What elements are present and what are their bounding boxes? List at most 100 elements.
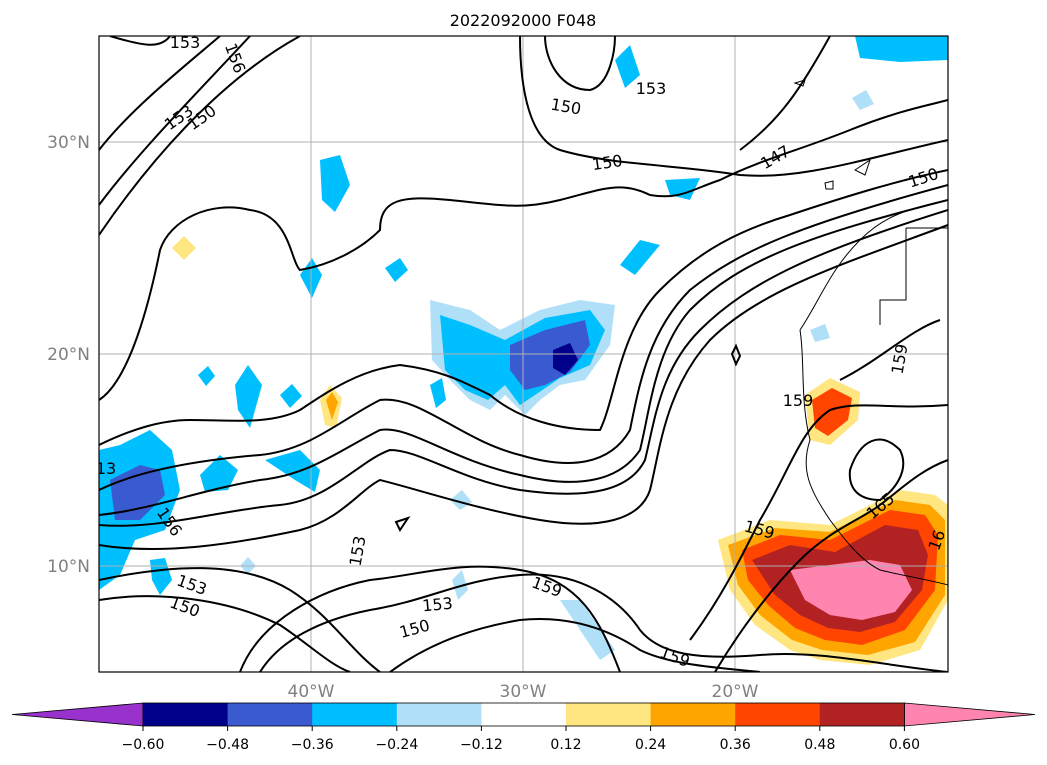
colorbar-segment bbox=[819, 703, 905, 726]
small-negative-blob bbox=[810, 324, 830, 342]
coastline-africa bbox=[799, 199, 948, 586]
contour-line bbox=[99, 595, 351, 672]
contour-line bbox=[389, 618, 761, 672]
colorbar-segment bbox=[735, 703, 821, 726]
contour-line bbox=[99, 99, 948, 401]
contour-line bbox=[99, 36, 221, 151]
coastline bbox=[793, 79, 948, 586]
small-negative-blob bbox=[855, 36, 948, 62]
graticule bbox=[99, 36, 948, 672]
small-negative-blob bbox=[615, 45, 640, 88]
colorbar-tick-label: 0.36 bbox=[720, 737, 751, 753]
colorbar-tick-label: 0.12 bbox=[550, 737, 581, 753]
contour-line bbox=[239, 565, 621, 672]
coastline-border bbox=[879, 227, 948, 325]
contour-label: 16 bbox=[924, 527, 949, 553]
contour-line bbox=[99, 36, 301, 236]
contour-line bbox=[99, 224, 948, 551]
small-negative-blob bbox=[265, 450, 320, 492]
small-negative-blob bbox=[198, 366, 215, 386]
contour-line bbox=[99, 169, 948, 446]
colorbar-segment bbox=[481, 703, 567, 726]
colorbar: −0.60 −0.48 −0.36 −0.24 −0.12 0.12 0.24 0.36 0.4… bbox=[11, 702, 1036, 753]
contour-line bbox=[99, 36, 251, 206]
contour-label: 150 bbox=[591, 151, 624, 174]
small-negative-blob bbox=[200, 455, 238, 492]
coastline-island bbox=[793, 79, 806, 87]
colorbar-tick-label: −0.48 bbox=[206, 737, 249, 753]
small-negative-blob bbox=[150, 558, 172, 595]
negative-anomaly-inner-central bbox=[510, 320, 590, 390]
small-negative-blob bbox=[280, 384, 302, 408]
contour-label: 153 bbox=[170, 33, 201, 52]
colorbar-segment bbox=[312, 703, 398, 726]
lat-label-20n: 20°N bbox=[47, 345, 90, 365]
colorbar-segment bbox=[396, 703, 482, 726]
contour-line bbox=[99, 199, 948, 516]
contour-line bbox=[730, 343, 742, 367]
contour-line bbox=[714, 459, 948, 672]
lat-label-30n: 30°N bbox=[47, 133, 90, 153]
lat-label-10n: 10°N bbox=[47, 557, 90, 577]
lon-label-40w: 40°W bbox=[288, 682, 335, 702]
height-contours bbox=[99, 36, 948, 672]
longitude-labels: 40°W 30°W 20°W bbox=[288, 682, 759, 702]
contour-line bbox=[544, 36, 616, 92]
contour-line bbox=[99, 184, 948, 491]
contour-label: 159 bbox=[783, 391, 814, 410]
small-negative-blob bbox=[620, 240, 660, 275]
small-negative-blob bbox=[560, 600, 615, 660]
map-panel: 153 156 153 150 150 153 150 147 150 159 … bbox=[47, 33, 949, 702]
small-negative-blob bbox=[235, 365, 262, 428]
small-negative-blob bbox=[430, 378, 446, 408]
colorbar-segment bbox=[143, 703, 229, 726]
small-negative-blob bbox=[320, 155, 350, 212]
small-negative-blob bbox=[450, 490, 472, 510]
contour-label: 13 bbox=[96, 459, 116, 478]
contour-line bbox=[259, 573, 948, 672]
latitude-labels: 30°N 20°N 10°N bbox=[47, 133, 90, 577]
contour-label: 153 bbox=[421, 594, 453, 616]
colorbar-extend-min bbox=[11, 702, 144, 727]
contour-line bbox=[839, 319, 941, 381]
small-negative-blob bbox=[385, 258, 408, 282]
colorbar-tick-label: −0.60 bbox=[122, 737, 165, 753]
small-positive-blob bbox=[326, 392, 338, 420]
small-negative-blob bbox=[852, 90, 874, 110]
contour-line bbox=[519, 36, 948, 177]
contour-line bbox=[689, 404, 948, 641]
small-positive-blob bbox=[172, 236, 196, 260]
contour-line bbox=[739, 36, 831, 151]
colorbar-tick-label: 0.48 bbox=[804, 737, 835, 753]
coastline-island bbox=[824, 180, 834, 190]
coastline-island bbox=[854, 158, 871, 176]
small-negative-blob bbox=[665, 178, 700, 200]
colorbar-tick-label: 0.60 bbox=[889, 737, 920, 753]
lon-label-20w: 20°W bbox=[712, 682, 759, 702]
colorbar-ticks: −0.60 −0.48 −0.36 −0.24 −0.12 0.12 0.24 0.36 0.4… bbox=[122, 726, 920, 753]
colorbar-tick-label: −0.36 bbox=[291, 737, 334, 753]
contour-line bbox=[848, 438, 905, 502]
colorbar-segment bbox=[227, 703, 313, 726]
colorbar-tick-label: −0.24 bbox=[375, 737, 418, 753]
colorbar-segments bbox=[11, 702, 1036, 727]
colorbar-frame bbox=[142, 702, 905, 727]
shaded-anomalies bbox=[99, 36, 948, 665]
figure-title: 2022092000 F048 bbox=[450, 11, 597, 30]
negative-anomaly-core-central bbox=[553, 343, 578, 375]
contour-line bbox=[109, 36, 171, 46]
colorbar-segment bbox=[650, 703, 736, 726]
colorbar-extend-max bbox=[904, 702, 1036, 727]
contour-label: 153 bbox=[636, 79, 667, 98]
positive-anomaly-max bbox=[790, 560, 912, 620]
colorbar-segment bbox=[566, 703, 652, 726]
lon-label-30w: 30°W bbox=[500, 682, 547, 702]
contour-line bbox=[99, 567, 381, 672]
positive-anomaly-coastal-core bbox=[812, 388, 852, 436]
colorbar-tick-label: −0.12 bbox=[460, 737, 503, 753]
contour-line bbox=[99, 209, 948, 527]
map-frame bbox=[98, 35, 949, 673]
small-negative-blob bbox=[452, 570, 468, 600]
contour-line bbox=[394, 516, 411, 532]
